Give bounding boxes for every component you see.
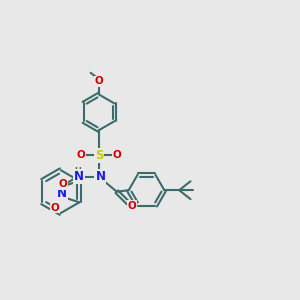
Text: N: N — [57, 187, 67, 200]
Text: S: S — [95, 149, 103, 162]
Text: H: H — [74, 167, 81, 176]
Text: O: O — [51, 202, 59, 213]
Text: O: O — [128, 201, 136, 211]
Text: O: O — [58, 179, 67, 189]
Text: O: O — [76, 150, 85, 161]
Text: N: N — [74, 170, 84, 183]
Text: O: O — [113, 150, 122, 161]
Text: S: S — [55, 189, 63, 202]
Text: N: N — [95, 170, 105, 183]
Text: O: O — [94, 76, 103, 86]
